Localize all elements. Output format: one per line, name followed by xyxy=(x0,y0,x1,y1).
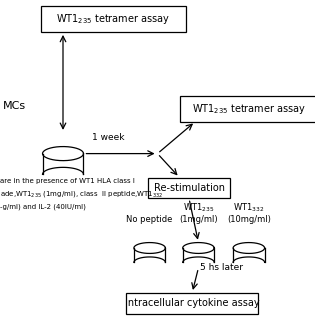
Text: Intracellular cytokine assay: Intracellular cytokine assay xyxy=(125,298,260,308)
Text: WT1$_{235}$
(1mg/ml): WT1$_{235}$ (1mg/ml) xyxy=(179,201,218,224)
Text: WT1$_{332}$
(10mg/ml): WT1$_{332}$ (10mg/ml) xyxy=(227,201,271,224)
Text: 5 hs later: 5 hs later xyxy=(200,263,243,272)
FancyBboxPatch shape xyxy=(41,6,186,32)
Text: ade,WT1$_{235}$ (1mg/ml), class  II peptide,WT1$_{332}$: ade,WT1$_{235}$ (1mg/ml), class II pepti… xyxy=(0,188,163,199)
Text: are in the presence of WT1 HLA class I: are in the presence of WT1 HLA class I xyxy=(0,178,135,184)
Text: No peptide: No peptide xyxy=(126,215,173,224)
Text: WT1$_{235}$ tetramer assay: WT1$_{235}$ tetramer assay xyxy=(192,102,306,116)
Text: WT1$_{235}$ tetramer assay: WT1$_{235}$ tetramer assay xyxy=(56,12,171,26)
FancyBboxPatch shape xyxy=(126,293,258,314)
Text: -g/ml) and IL-2 (40IU/ml): -g/ml) and IL-2 (40IU/ml) xyxy=(0,203,86,210)
FancyBboxPatch shape xyxy=(180,96,318,122)
FancyBboxPatch shape xyxy=(148,178,230,198)
Text: 1 week: 1 week xyxy=(92,133,125,142)
Text: Re-stimulation: Re-stimulation xyxy=(154,183,225,193)
Text: MCs: MCs xyxy=(3,100,26,111)
